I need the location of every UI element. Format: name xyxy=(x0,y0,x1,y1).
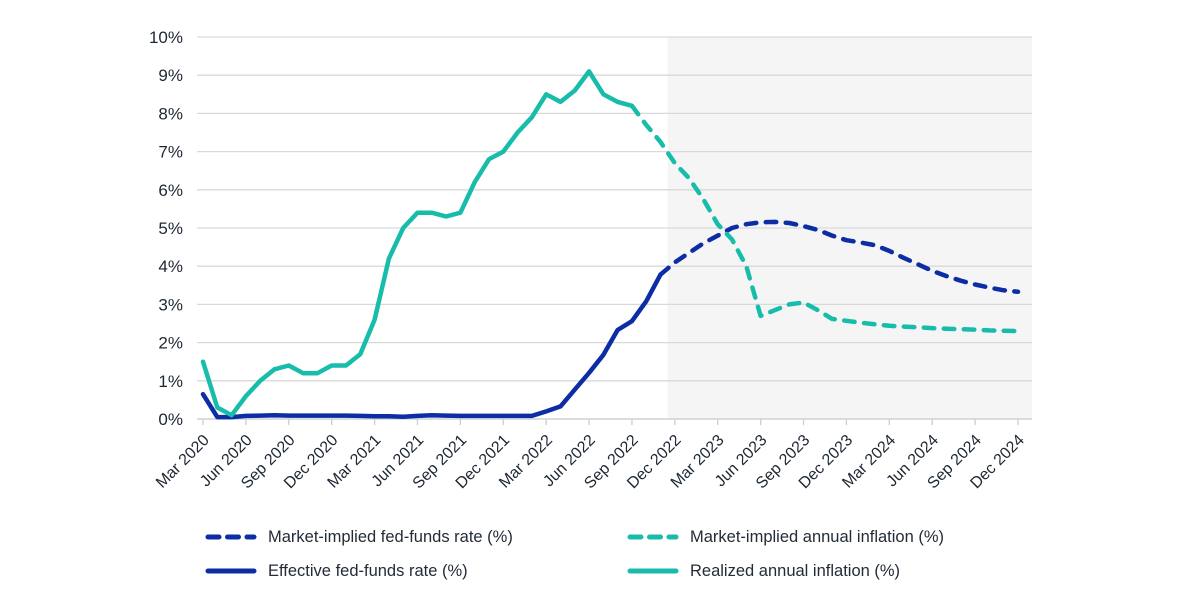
series-line-realized-annual-inflation xyxy=(200,69,635,418)
legend-item-market-implied-annual-inflation: Market-implied annual inflation (%) xyxy=(627,526,944,548)
series-line-market-implied-fed-funds-rate xyxy=(658,219,1021,295)
legend-label: Market-implied annual inflation (%) xyxy=(690,527,945,546)
legend-item-effective-fed-funds-rate: Effective fed-funds rate (%) xyxy=(205,560,627,582)
legend-label: Realized annual inflation (%) xyxy=(690,561,901,580)
y-axis-tick-label: 1% xyxy=(158,372,183,391)
y-axis-tick-label: 8% xyxy=(158,104,183,123)
y-axis-tick-label: 3% xyxy=(158,295,183,314)
legend-item-realized-annual-inflation: Realized annual inflation (%) xyxy=(627,560,944,582)
legend-label: Market-implied fed-funds rate (%) xyxy=(268,527,513,546)
series-line-effective-fed-funds-rate xyxy=(200,272,663,420)
y-axis-tick-label: 0% xyxy=(158,410,183,429)
series-line-market-implied-annual-inflation xyxy=(629,103,1021,334)
legend-swatch-solid-teal-icon xyxy=(627,568,679,574)
y-axis-tick-label: 6% xyxy=(158,181,183,200)
legend-swatch-solid-navy-icon xyxy=(205,568,257,574)
legend-swatch-dashed-teal-icon xyxy=(627,534,679,540)
legend-item-market-implied-fed-funds-rate: Market-implied fed-funds rate (%) xyxy=(205,526,627,548)
legend-label: Effective fed-funds rate (%) xyxy=(268,561,468,580)
y-axis-tick-label: 5% xyxy=(158,219,183,238)
y-axis-tick-label: 7% xyxy=(158,143,183,162)
y-axis-tick-label: 2% xyxy=(158,334,183,353)
y-axis-tick-label: 9% xyxy=(158,66,183,85)
chart-legend: Market-implied fed-funds rate (%) Market… xyxy=(205,526,944,582)
legend-swatch-dashed-navy-icon xyxy=(205,534,257,540)
y-axis-tick-label: 4% xyxy=(158,257,183,276)
y-axis-tick-label: 10% xyxy=(149,28,183,47)
